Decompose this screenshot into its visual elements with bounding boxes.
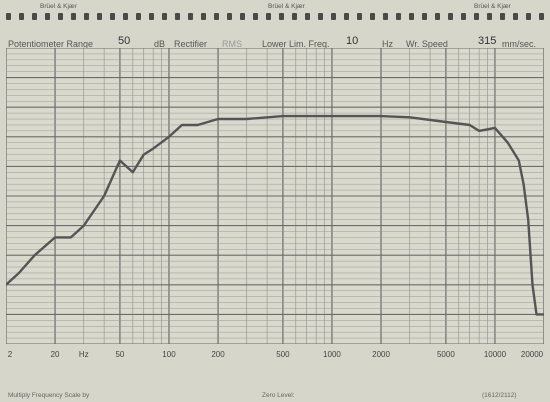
sprocket-hole <box>97 13 102 20</box>
x-tick-label: 500 <box>276 350 290 359</box>
brand-label: Brüel & Kjær <box>40 3 77 10</box>
x-tick-label: 100 <box>162 350 176 359</box>
x-tick-label: 50 <box>115 350 125 359</box>
sprocket-hole <box>175 13 180 20</box>
brand-label: Brüel & Kjær <box>268 3 305 10</box>
sprocket-hole <box>71 13 76 20</box>
sprocket-hole <box>149 13 154 20</box>
sprocket-hole <box>58 13 63 20</box>
x-tick-label: Hz <box>78 350 89 359</box>
speed-unit: mm/sec. <box>502 39 537 49</box>
pot-unit: dB <box>154 39 166 49</box>
sprocket-hole <box>305 13 310 20</box>
sprocket-hole <box>500 13 505 20</box>
sprocket-hole <box>461 13 466 20</box>
x-tick-label: 10000 <box>483 350 507 359</box>
sprocket-hole <box>123 13 128 20</box>
sprocket-hole <box>474 13 479 20</box>
chart-svg <box>5 47 545 345</box>
x-tick-label: 200 <box>211 350 225 359</box>
sprocket-hole <box>292 13 297 20</box>
sprocket-hole <box>370 13 375 20</box>
response-curve <box>5 114 544 316</box>
sprocket-hole <box>526 13 531 20</box>
sprocket-hole <box>487 13 492 20</box>
sprocket-hole <box>227 13 232 20</box>
footer-left: Multiply Frequency Scale by <box>8 392 90 399</box>
rectifier-label: Rectifier <box>174 39 208 49</box>
sprocket-hole <box>110 13 115 20</box>
hz-unit: Hz <box>382 39 393 49</box>
sprocket-hole <box>409 13 414 20</box>
footer-middle: Zero Level: <box>262 392 295 399</box>
sprocket-hole <box>435 13 440 20</box>
x-tick-label: 2000 <box>372 350 390 359</box>
sprocket-hole <box>188 13 193 20</box>
pot-range-value: 50 <box>118 35 131 47</box>
sprocket-hole <box>266 13 271 20</box>
chart-area <box>5 47 545 345</box>
lower-lim-label: Lower Lim. Freq. <box>262 39 330 49</box>
lower-lim-value: 10 <box>346 35 359 47</box>
x-tick-label: 2 <box>7 350 13 359</box>
sprocket-hole <box>162 13 167 20</box>
sprocket-holes <box>6 13 544 21</box>
sprocket-hole <box>279 13 284 20</box>
sprocket-hole <box>6 13 11 20</box>
sprocket-hole <box>513 13 518 20</box>
sprocket-hole <box>32 13 37 20</box>
wr-speed-label: Wr. Speed <box>406 39 448 49</box>
sprocket-hole <box>84 13 89 20</box>
pot-range-label: Potentiometer Range <box>8 39 94 49</box>
sprocket-hole <box>136 13 141 20</box>
sprocket-hole <box>253 13 258 20</box>
sprocket-hole <box>422 13 427 20</box>
x-tick-label: 5000 <box>436 350 455 359</box>
sprocket-hole <box>331 13 336 20</box>
sprocket-hole <box>201 13 206 20</box>
sprocket-hole <box>383 13 388 20</box>
wr-speed-value: 315 <box>478 35 497 47</box>
x-tick-label: 1000 <box>323 350 341 359</box>
footer-right: (1612/2112) <box>482 392 517 399</box>
rectifier-value: RMS <box>222 39 242 49</box>
chart-header: Potentiometer Range 50 dB Rectifier RMS … <box>6 26 544 49</box>
sprocket-hole <box>448 13 453 20</box>
sprocket-hole <box>396 13 401 20</box>
x-tick-label: 20000 <box>520 350 544 359</box>
sprocket-hole <box>318 13 323 20</box>
brand-label: Brüel & Kjær <box>474 3 511 10</box>
sprocket-hole <box>539 13 544 20</box>
sprocket-hole <box>357 13 362 20</box>
x-tick-label: 20 <box>50 350 60 359</box>
sprocket-hole <box>240 13 245 20</box>
sprocket-hole <box>344 13 349 20</box>
sprocket-hole <box>19 13 24 20</box>
sprocket-hole <box>45 13 50 20</box>
sprocket-hole <box>214 13 219 20</box>
